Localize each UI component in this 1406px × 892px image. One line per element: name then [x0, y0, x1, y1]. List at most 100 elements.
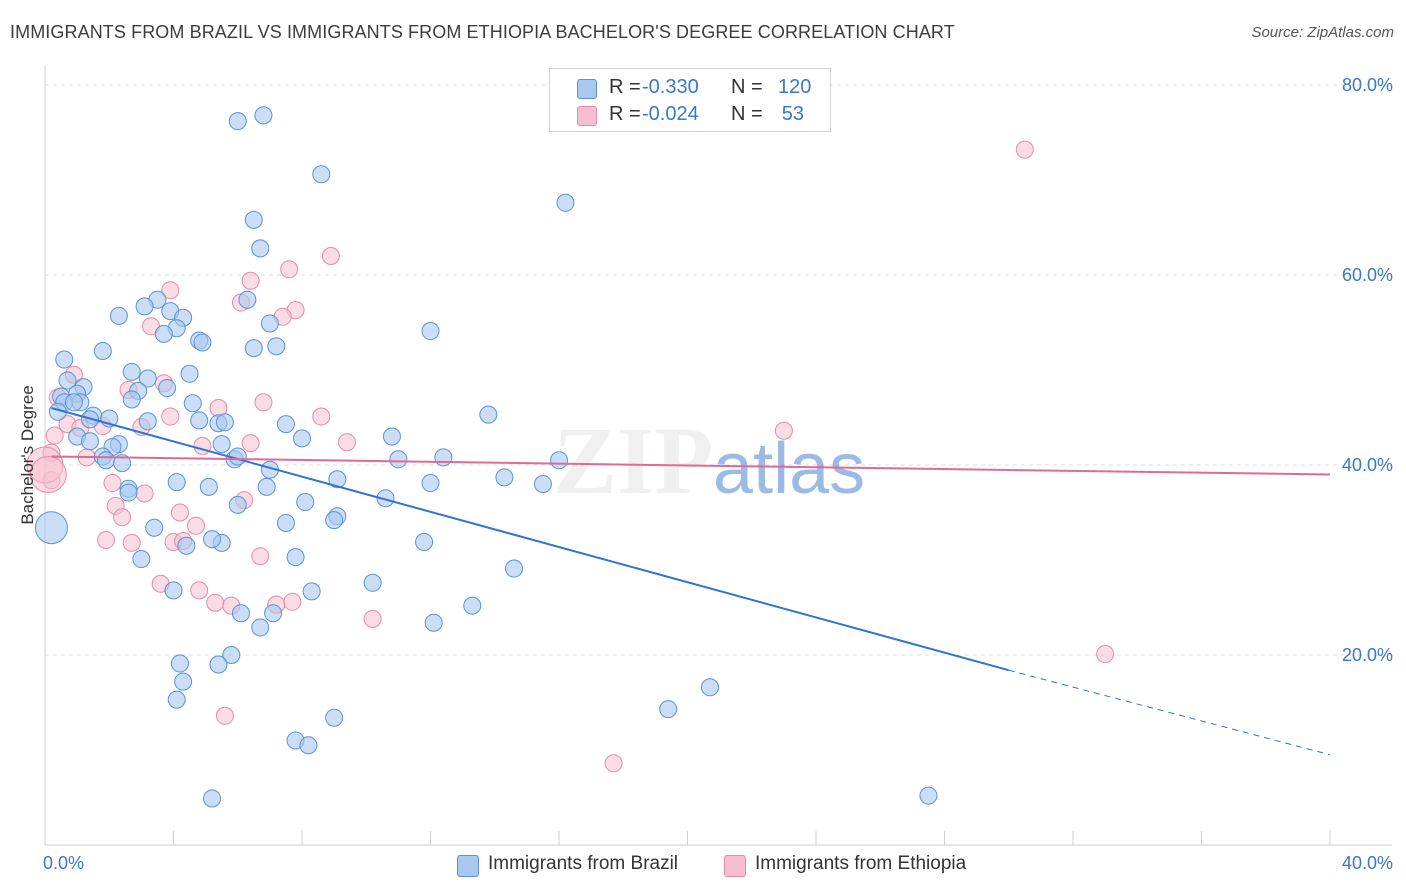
data-point-brazil: [293, 429, 311, 448]
data-point-brazil: [164, 581, 183, 600]
data-point-brazil: [55, 350, 74, 369]
data-point-brazil: [276, 415, 295, 434]
data-point-brazil: [97, 451, 116, 470]
x-tick-label: 40.0%: [1342, 853, 1393, 873]
legend-r-label: R =: [609, 103, 641, 125]
data-point-ethiopia: [1015, 140, 1034, 159]
data-point-ethiopia: [215, 706, 234, 725]
data-point-brazil: [424, 613, 443, 632]
legend-r-label: R =: [609, 76, 641, 98]
data-point-ethiopia: [29, 456, 67, 493]
data-point-brazil: [556, 193, 575, 212]
data-point-brazil: [328, 470, 347, 489]
y-tick-label: 40.0%: [1342, 455, 1393, 475]
data-point-ethiopia: [113, 508, 132, 527]
data-point-brazil: [231, 604, 250, 623]
legend-label-brazil: Immigrants from Brazil: [488, 853, 679, 874]
x-tick-label: 0.0%: [43, 853, 84, 873]
legend-label-ethiopia: Immigrants from Ethiopia: [755, 853, 967, 874]
data-point-brazil: [119, 483, 138, 502]
data-point-brazil: [296, 493, 315, 512]
data-point-brazil: [254, 106, 273, 125]
watermark: ZIPatlas: [553, 407, 865, 514]
data-point-brazil: [212, 435, 231, 454]
data-point-brazil: [260, 314, 279, 333]
data-point-brazil: [244, 339, 263, 358]
data-point-ethiopia: [241, 434, 260, 453]
data-point-brazil: [251, 239, 270, 258]
data-point-brazil: [325, 511, 344, 530]
data-point-brazil: [34, 511, 68, 545]
y-tick-label: 80.0%: [1342, 75, 1393, 95]
source-label: Source: ZipAtlas.com: [1251, 24, 1394, 41]
data-point-brazil: [174, 672, 193, 691]
data-point-ethiopia: [774, 421, 793, 440]
chart-title: IMMIGRANTS FROM BRAZIL VS IMMIGRANTS FRO…: [10, 22, 955, 42]
data-point-brazil: [264, 604, 283, 623]
series-legend: Immigrants from Brazil Immigrants from E…: [0, 852, 1406, 878]
legend-row-brazil: R = -0.330 N = 120: [550, 75, 830, 101]
data-point-brazil: [376, 489, 395, 508]
legend-n-value: 120: [778, 76, 812, 98]
data-point-ethiopia: [604, 754, 623, 773]
data-point-brazil: [421, 474, 440, 493]
trend-line-brazil: [51, 407, 1010, 672]
data-point-brazil: [550, 451, 568, 470]
data-point-brazil: [167, 473, 186, 492]
legend-r-value: -0.024: [642, 103, 699, 125]
data-point-brazil: [170, 654, 189, 673]
trend-line-ethiopia: [51, 455, 1331, 476]
data-point-brazil: [109, 306, 128, 325]
data-point-brazil: [122, 362, 141, 381]
data-point-brazil: [93, 342, 112, 360]
data-point-brazil: [58, 371, 77, 390]
data-point-brazil: [257, 477, 276, 496]
trend-lines: [51, 407, 1331, 756]
data-point-brazil: [80, 432, 99, 451]
data-point-brazil: [138, 369, 157, 388]
data-point-ethiopia: [190, 581, 209, 600]
data-point-brazil: [302, 582, 321, 601]
data-point-brazil: [122, 390, 141, 409]
data-point-ethiopia: [254, 393, 273, 412]
data-point-brazil: [325, 708, 344, 727]
correlation-legend: R = -0.330 N = 120 R = -0.024 N = 53: [549, 68, 831, 132]
trend-line-brazil-extension: [1008, 669, 1331, 756]
data-point-brazil: [919, 786, 938, 805]
data-point-brazil: [180, 364, 199, 383]
legend-swatch-brazil: [577, 79, 597, 99]
legend-n-label: N =: [731, 103, 763, 125]
legend-n-value: 53: [781, 103, 804, 125]
data-point-brazil: [228, 495, 247, 514]
data-point-ethiopia: [161, 281, 180, 300]
data-point-brazil: [158, 379, 177, 398]
data-point-brazil: [533, 475, 552, 493]
data-point-brazil: [276, 513, 295, 532]
data-point-ethiopia: [321, 247, 340, 265]
data-point-brazil: [267, 337, 286, 356]
data-point-brazil: [113, 454, 132, 473]
y-tick-label: 60.0%: [1342, 265, 1393, 285]
data-point-ethiopia: [45, 426, 64, 445]
data-point-brazil: [228, 112, 247, 131]
legend-swatch-ethiopia: [577, 106, 597, 126]
data-point-brazil: [495, 468, 514, 487]
watermark-light: atlas: [713, 429, 865, 509]
data-point-ethiopia: [251, 547, 270, 566]
legend-swatch-ethiopia: [724, 855, 746, 877]
tick-labels: 20.0% 40.0% 60.0% 80.0% 0.0% 40.0%: [43, 75, 1393, 873]
data-point-brazil: [64, 393, 83, 412]
data-point-brazil: [382, 427, 401, 446]
series-ethiopia-points: [26, 140, 1115, 773]
data-point-ethiopia: [97, 531, 116, 550]
data-point-brazil: [434, 448, 453, 467]
data-point-brazil: [463, 596, 482, 615]
data-point-brazil: [286, 548, 305, 567]
data-point-brazil: [145, 518, 164, 537]
data-point-ethiopia: [337, 433, 356, 452]
data-point-brazil: [222, 646, 241, 664]
data-point-brazil: [215, 413, 234, 432]
data-point-brazil: [312, 165, 331, 184]
data-point-ethiopia: [1096, 645, 1115, 664]
data-point-brazil: [183, 394, 202, 413]
